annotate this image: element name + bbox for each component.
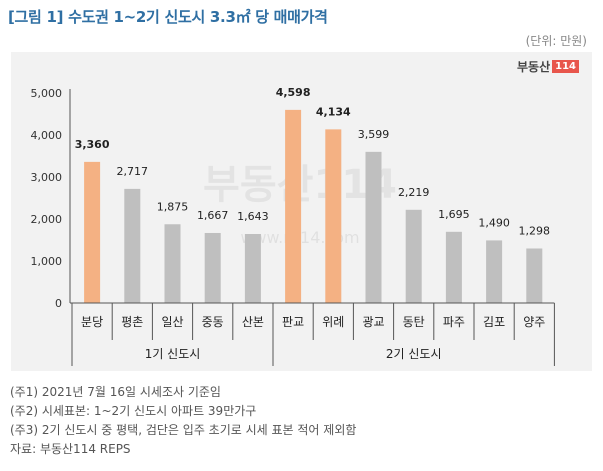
- x-category-label: 김포: [483, 315, 505, 329]
- x-category-label: 동탄: [403, 315, 425, 329]
- x-category-label: 광교: [362, 315, 384, 329]
- bar-판교: [285, 109, 302, 303]
- value-label: 1,667: [197, 209, 229, 222]
- value-label: 3,360: [75, 138, 110, 151]
- value-label: 2,219: [398, 186, 430, 199]
- bar-위례: [325, 129, 342, 303]
- x-category-label: 분당: [81, 315, 103, 329]
- source-note: 자료: 부동산114 REPS: [10, 442, 131, 456]
- x-category-label: 위례: [322, 315, 344, 329]
- bar-산본: [244, 233, 261, 303]
- value-label: 1,643: [237, 210, 269, 223]
- x-category-label: 일산: [161, 315, 183, 329]
- value-label: 2,717: [117, 165, 149, 178]
- bar-김포: [486, 240, 503, 303]
- bar-양주: [526, 248, 543, 303]
- x-category-label: 중동: [202, 315, 224, 329]
- bar-일산: [164, 224, 181, 303]
- bar-평촌: [124, 188, 141, 303]
- x-category-label: 판교: [282, 315, 304, 329]
- value-label: 1,490: [478, 216, 510, 229]
- unit-label: (단위: 만원): [525, 34, 587, 48]
- x-category-label: 평촌: [121, 315, 143, 329]
- x-category-label: 파주: [443, 315, 465, 329]
- group-label: 2기 신도시: [386, 347, 442, 361]
- value-label: 4,598: [276, 86, 311, 99]
- group-label: 1기 신도시: [145, 347, 201, 361]
- chart-title: [그림 1] 수도권 1~2기 신도시 3.3㎡ 당 매매가격: [8, 8, 328, 26]
- logo-box: 114: [552, 60, 579, 73]
- y-tick-label: 5,000: [31, 87, 63, 100]
- value-label: 4,134: [316, 105, 351, 118]
- bar-중동: [204, 232, 221, 303]
- brand-logo: 부동산 114: [517, 58, 579, 75]
- value-label: 1,875: [157, 200, 189, 213]
- value-label: 3,599: [358, 128, 390, 141]
- chart-panel: [11, 52, 592, 371]
- y-tick-label: 0: [55, 297, 62, 310]
- bar-동탄: [405, 209, 422, 303]
- y-tick-label: 1,000: [31, 255, 63, 268]
- logo-text: 부동산: [517, 60, 551, 74]
- value-label: 1,298: [519, 224, 551, 237]
- y-tick-label: 3,000: [31, 171, 63, 184]
- footnote-3: (주3) 2기 신도시 중 평택, 검단은 입주 초기로 시세 표본 적어 제외…: [10, 423, 357, 437]
- y-tick-label: 2,000: [31, 213, 63, 226]
- y-tick-label: 4,000: [31, 129, 63, 142]
- footnote-2: (주2) 시세표본: 1~2기 신도시 아파트 39만가구: [10, 404, 257, 418]
- bar-광교: [365, 151, 382, 303]
- footnotes: (주1) 2021년 7월 16일 시세조사 기준임 (주2) 시세표본: 1~…: [10, 383, 356, 459]
- bar-파주: [445, 231, 462, 303]
- x-category-label: 산본: [242, 315, 264, 329]
- bar-분당: [84, 161, 101, 303]
- x-category-label: 양주: [523, 315, 545, 329]
- value-label: 1,695: [438, 208, 470, 221]
- footnote-1: (주1) 2021년 7월 16일 시세조사 기준임: [10, 385, 221, 399]
